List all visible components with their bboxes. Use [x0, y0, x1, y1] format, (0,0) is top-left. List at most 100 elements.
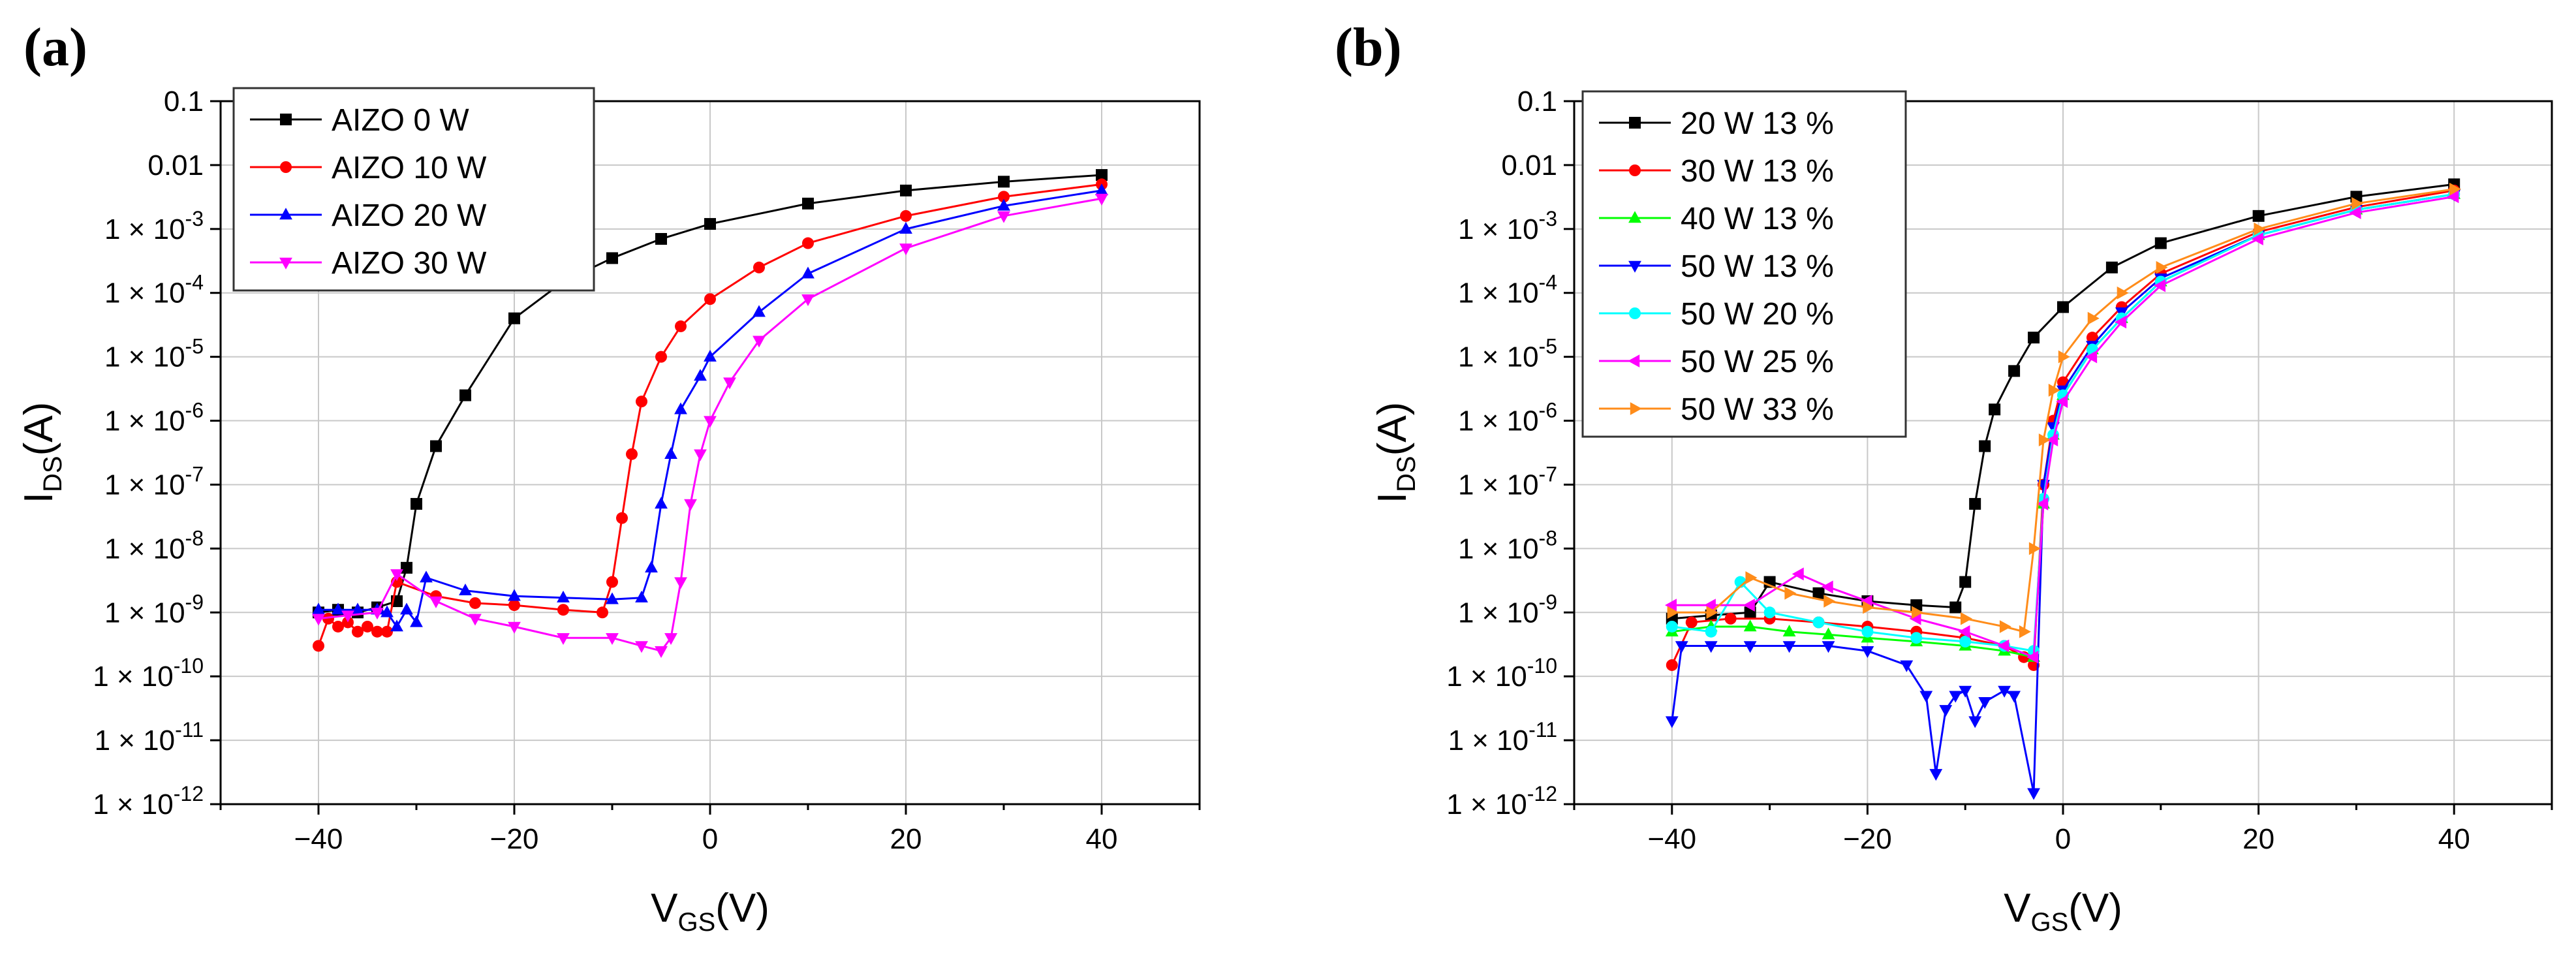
data-point: [1999, 620, 2011, 633]
data-point: [322, 612, 334, 625]
data-point: [1961, 612, 1972, 625]
data-point: [1958, 625, 1970, 638]
data-point: [1705, 625, 1717, 638]
data-point: [704, 349, 717, 362]
data-point: [2008, 691, 2021, 703]
data-point: [606, 633, 619, 646]
panel-label-a: (a): [23, 17, 87, 78]
series-1: [1666, 178, 2460, 625]
data-point: [411, 497, 422, 510]
data-point: [2019, 625, 2031, 638]
data-point: [1704, 641, 1718, 653]
data-point: [694, 449, 707, 461]
data-point: [2026, 650, 2039, 664]
data-point: [1929, 769, 1943, 781]
y-tick-label: 1 × 10-10: [1446, 654, 1557, 693]
data-point: [899, 243, 912, 256]
legend-label: 50 W 25 %: [1681, 345, 1834, 379]
legend-label: 50 W 13 %: [1681, 249, 1834, 284]
data-point: [469, 597, 481, 609]
data-point: [401, 561, 412, 574]
legend-label: 50 W 20 %: [1681, 297, 1834, 332]
data-point: [998, 176, 1010, 188]
data-point: [557, 590, 570, 602]
data-point: [899, 222, 912, 234]
data-point: [1784, 586, 1797, 600]
legend: 20 W 13 % 30 W 13 % 40 W 13 % 50 W 13 % 50 W…: [1581, 90, 1907, 438]
legend-marker: [280, 114, 292, 125]
data-point: [684, 499, 697, 511]
data-point: [352, 625, 364, 638]
data-point: [1812, 616, 1825, 629]
data-point: [597, 606, 608, 619]
data-point: [459, 389, 471, 401]
series-6: [1665, 190, 2459, 664]
y-tick-label: 1 × 10-12: [1446, 782, 1557, 820]
x-tick-label: −20: [1843, 823, 1892, 855]
data-point: [606, 576, 618, 588]
data-point: [694, 369, 707, 381]
data-point: [1900, 660, 1914, 672]
data-point: [664, 446, 677, 459]
data-point: [1823, 595, 1836, 608]
data-point: [1665, 716, 1679, 728]
data-point: [1910, 632, 1923, 644]
data-point: [704, 218, 716, 230]
data-point: [1861, 625, 1874, 638]
data-point: [2046, 433, 2058, 446]
y-tick-label: 1 × 10-12: [93, 782, 204, 820]
legend-label: AIZO 20 W: [332, 198, 487, 233]
data-point: [2254, 222, 2266, 236]
data-point: [2087, 311, 2100, 325]
y-tick-label: 1 × 10-4: [104, 271, 204, 309]
data-point: [655, 497, 668, 509]
data-point: [429, 596, 442, 608]
data-point: [2008, 365, 2021, 377]
data-point: [508, 589, 521, 601]
x-tick-label: −40: [1647, 823, 1696, 855]
legend-marker: [1630, 402, 1642, 415]
data-point: [2156, 260, 2168, 274]
data-point: [1812, 587, 1825, 599]
data-point: [351, 602, 364, 615]
data-point: [380, 605, 394, 617]
grid: [1574, 101, 2552, 805]
legend-label: 40 W 13 %: [1681, 202, 1834, 236]
data-point: [1959, 576, 1972, 588]
data-point: [1743, 599, 1755, 612]
series-4: [312, 193, 1108, 659]
y-tick-label: 1 × 10-11: [1448, 718, 1557, 757]
data-point: [997, 198, 1010, 211]
y-tick-label: 1 × 10-10: [93, 654, 204, 693]
x-tick-label: −40: [294, 823, 343, 855]
data-point: [332, 620, 344, 633]
data-point: [2036, 497, 2049, 510]
y-tick-label: 1 × 10-9: [1458, 590, 1557, 629]
data-point: [1665, 599, 1677, 612]
data-point: [430, 440, 442, 452]
data-point: [1782, 641, 1796, 653]
legend-label: AIZO 30 W: [332, 246, 487, 281]
y-tick-label: 1 × 10-5: [104, 335, 204, 373]
x-axis-title: VGS(V): [2004, 886, 2122, 937]
data-point: [1949, 691, 1963, 703]
data-point: [2056, 395, 2068, 408]
chart-panel-b: −40 −20 0 20 40 0.1 0.01 1 × 10-3 1 × 10-4 1 × 10…: [1370, 86, 2553, 937]
data-point: [469, 614, 482, 626]
data-point: [1968, 716, 1982, 728]
data-point: [2057, 301, 2069, 313]
data-point: [997, 211, 1010, 223]
y-tick-label: 1 × 10-3: [104, 207, 204, 245]
data-point: [900, 210, 912, 222]
data-point: [1724, 612, 1737, 625]
y-tick-label: 1 × 10-6: [104, 399, 204, 437]
data-point: [2028, 542, 2041, 555]
y-tick-label: 0.1: [1517, 86, 1557, 117]
data-point: [508, 599, 520, 612]
data-point: [1666, 620, 1678, 633]
data-point: [1703, 599, 1716, 612]
data-point: [508, 621, 521, 634]
data-point: [1939, 705, 1953, 717]
x-axis-title: VGS(V): [651, 886, 769, 937]
data-point: [2058, 350, 2070, 364]
